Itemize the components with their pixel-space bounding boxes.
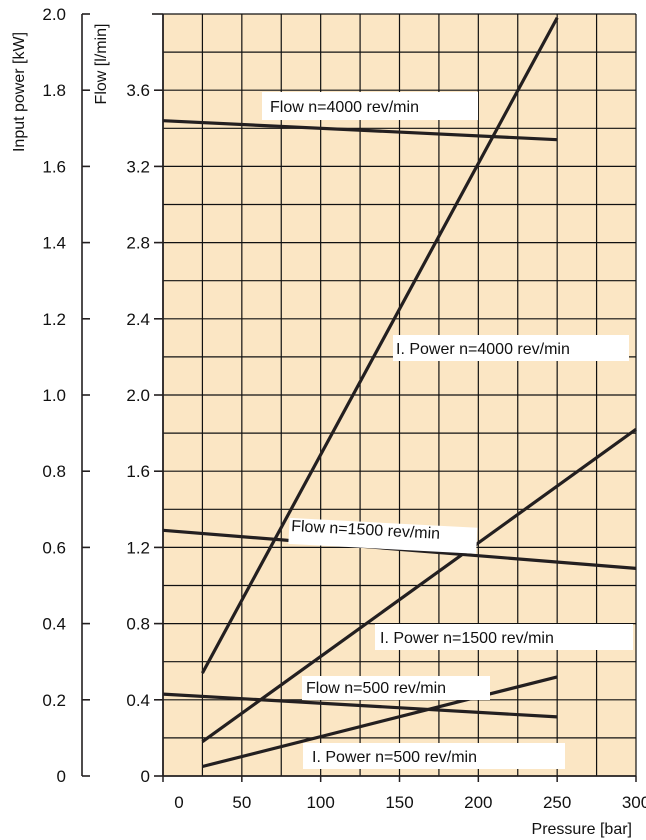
x-tick-label: 300: [622, 793, 646, 812]
flow-tick-label: 0: [141, 767, 150, 786]
flow-tick-label: 3.2: [126, 157, 150, 176]
series-label-background: [288, 517, 478, 554]
series-label-background: [375, 624, 633, 650]
flow-tick-label: 2.4: [126, 310, 150, 329]
series-line-6: [202, 675, 558, 769]
power-tick-label: 0: [57, 767, 66, 786]
series-label-background: [302, 676, 490, 700]
power-tick-label: 2.0: [42, 5, 66, 24]
flow-tick-label: 1.2: [126, 538, 150, 557]
power-tick-label: 1.8: [42, 81, 66, 100]
flow-tick-label: 0.4: [126, 691, 150, 710]
series-labels: Flow n=4000 rev/min I. Power n=4000 rev/m…: [262, 92, 633, 769]
power-tick-label: 1.2: [42, 310, 66, 329]
series-label-group-5: Flow n=500 rev/min: [302, 676, 490, 700]
series-lines: [162, 17, 637, 769]
x-tick-label: 150: [385, 793, 413, 812]
flow-tick-label: 3.6: [126, 81, 150, 100]
series-label-background: [393, 335, 629, 361]
power-tick-label: 1.0: [42, 386, 66, 405]
series-line-5: [162, 692, 558, 719]
tick-labels: 0 0.2 0.4 0.6 0.8 1.0 1.2 1.4 1.6 1.8 2.0 0 0.4 0.8 1.…: [42, 5, 646, 812]
power-tick-label: 0.8: [42, 462, 66, 481]
x-tick-label: 100: [306, 793, 334, 812]
x-tick-label: 50: [232, 793, 251, 812]
series-label-6: I. Power n=500 rev/min: [312, 749, 477, 766]
flow-tick-label: 0.8: [126, 615, 150, 634]
y-axis-title-power: Input power [kW]: [11, 32, 28, 152]
x-tick-label: 0: [174, 793, 183, 812]
y-axis-title-flow: Flow [l/min]: [93, 24, 110, 105]
series-label-1: Flow n=4000 rev/min: [270, 99, 419, 116]
series-label-group-3: Flow n=1500 rev/min: [288, 517, 478, 554]
series-label-group-4: I. Power n=1500 rev/min: [375, 624, 633, 650]
power-tick-label: 1.4: [42, 234, 66, 253]
series-label-2: I. Power n=4000 rev/min: [396, 341, 570, 358]
power-tick-label: 0.6: [42, 538, 66, 557]
series-label-group-1: Flow n=4000 rev/min: [262, 92, 478, 120]
power-tick-label: 1.6: [42, 157, 66, 176]
grid-lines: [163, 13, 637, 776]
x-axis-title: Pressure [bar]: [532, 821, 632, 838]
series-label-5: Flow n=500 rev/min: [306, 680, 446, 697]
flow-tick-label: 2.8: [126, 234, 150, 253]
series-label-group-6: I. Power n=500 rev/min: [303, 743, 565, 769]
x-tick-label: 200: [464, 793, 492, 812]
series-label-4: I. Power n=1500 rev/min: [380, 630, 554, 647]
series-label-background: [303, 743, 565, 769]
power-tick-label: 0.2: [42, 691, 66, 710]
axes: [81, 13, 637, 782]
flow-tick-label: 2.0: [126, 386, 150, 405]
series-line-2: [200, 17, 559, 674]
series-label-group-2: I. Power n=4000 rev/min: [393, 335, 629, 361]
x-tick-label: 250: [543, 793, 571, 812]
power-tick-label: 0.4: [42, 615, 66, 634]
flow-tick-label: 1.6: [126, 462, 150, 481]
series-label-background: [262, 92, 478, 120]
series-line-4: [201, 428, 637, 743]
